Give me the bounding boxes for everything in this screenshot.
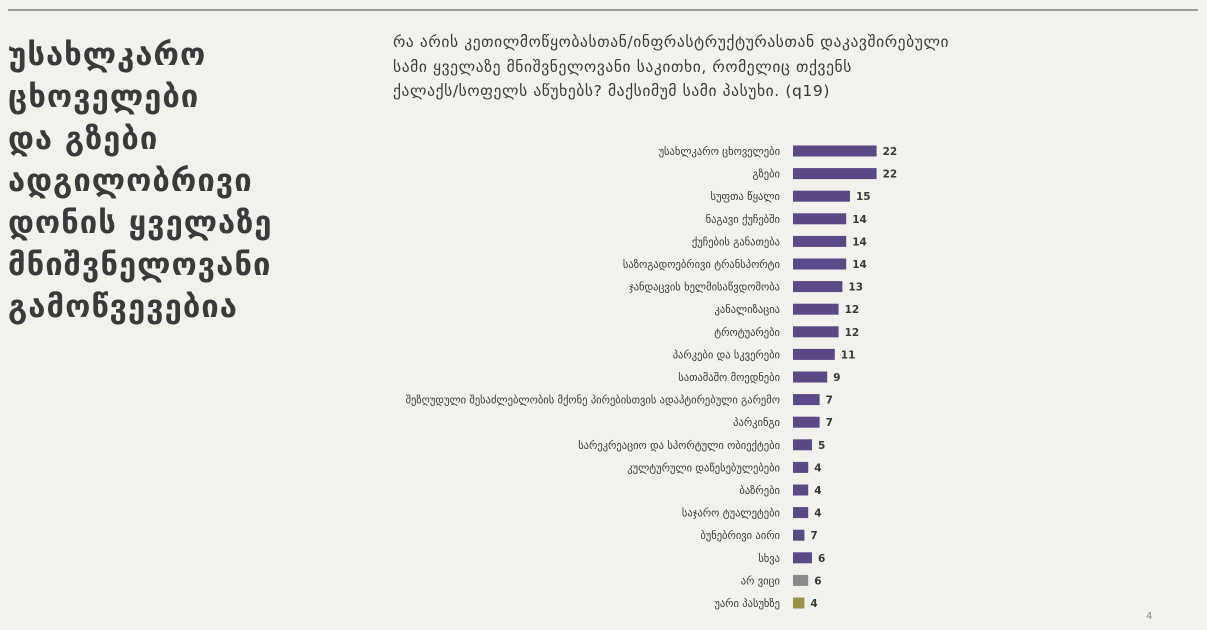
bar — [793, 213, 847, 225]
category-label: კულტურული დაწესებულებები — [627, 462, 780, 474]
category-label: საზოგადოებრივი ტრანსპორტი — [623, 259, 780, 271]
bar — [793, 190, 850, 202]
value-label: 6 — [818, 553, 825, 565]
value-label: 11 — [841, 349, 856, 361]
bar — [793, 168, 877, 180]
value-label: 12 — [845, 304, 860, 316]
bar — [793, 235, 847, 247]
category-label: სარეკრეაციო და სპორტული ობიექტები — [578, 440, 780, 452]
category-label: ბაზრები — [739, 485, 780, 497]
bar — [793, 371, 828, 383]
value-label: 14 — [852, 259, 867, 271]
category-label: პარკინგი — [733, 417, 780, 429]
category-label: არ ვიცი — [741, 575, 780, 587]
value-label: 4 — [814, 462, 821, 474]
category-label: კანალიზაცია — [715, 304, 780, 316]
bar — [793, 552, 812, 564]
bar — [793, 258, 847, 270]
chart-question: რა არის კეთილმოწყობასთან/ინფრასტრუქტურას… — [393, 33, 950, 100]
value-label: 22 — [883, 146, 898, 158]
bar — [793, 439, 812, 451]
value-label: 12 — [845, 327, 860, 339]
category-label: ჯანდაცვის ხელმისაწვდომობა — [629, 282, 780, 294]
value-label: 14 — [852, 214, 867, 226]
value-label: 5 — [818, 440, 825, 452]
page-number: 4 — [1146, 611, 1153, 622]
bar — [793, 597, 805, 609]
bar — [793, 145, 877, 157]
bar — [793, 303, 839, 315]
category-label: სუფთა წყალი — [710, 191, 780, 203]
category-label: უარი პასუხზე — [714, 598, 780, 610]
category-label: სათამაშო მოედნები — [678, 372, 780, 384]
bar — [793, 484, 809, 496]
value-label: 9 — [833, 372, 840, 384]
value-label: 7 — [826, 395, 833, 407]
bar — [793, 574, 809, 586]
value-label: 4 — [814, 485, 821, 497]
category-label: ბუნებრივი აირი — [700, 530, 780, 542]
bar — [793, 326, 839, 338]
category-label: ნაგავი ქუჩებში — [706, 214, 780, 226]
category-label: პარკები და სკვერები — [673, 349, 780, 361]
bar — [793, 507, 809, 519]
category-label: შეზღუდული შესაძლებლობის მქონე პირებისთვი… — [406, 395, 780, 407]
value-label: 7 — [810, 530, 817, 542]
value-label: 4 — [814, 508, 821, 520]
category-label: ქუჩების განათება — [692, 236, 780, 248]
value-label: 14 — [852, 236, 867, 248]
category-label: გზები — [752, 169, 780, 181]
bar — [793, 348, 835, 360]
bar — [793, 394, 820, 406]
category-label: ტროტუარები — [714, 327, 780, 339]
bar — [793, 281, 843, 293]
bar — [793, 461, 809, 473]
bar — [793, 529, 805, 541]
bar — [793, 416, 820, 428]
value-label: 15 — [856, 191, 871, 203]
category-label: სხვა — [758, 553, 780, 565]
value-label: 13 — [848, 282, 863, 294]
value-label: 22 — [883, 169, 898, 181]
top-rule — [8, 9, 1198, 11]
value-label: 4 — [810, 598, 817, 610]
category-label: საჯარო ტუალეტები — [682, 508, 780, 520]
page-headline: უსახლკარო ცხოველები და გზები ადგილობრივი… — [8, 37, 273, 325]
category-label: უსახლკარო ცხოველები — [659, 146, 780, 158]
value-label: 6 — [814, 575, 821, 587]
value-label: 7 — [826, 417, 833, 429]
